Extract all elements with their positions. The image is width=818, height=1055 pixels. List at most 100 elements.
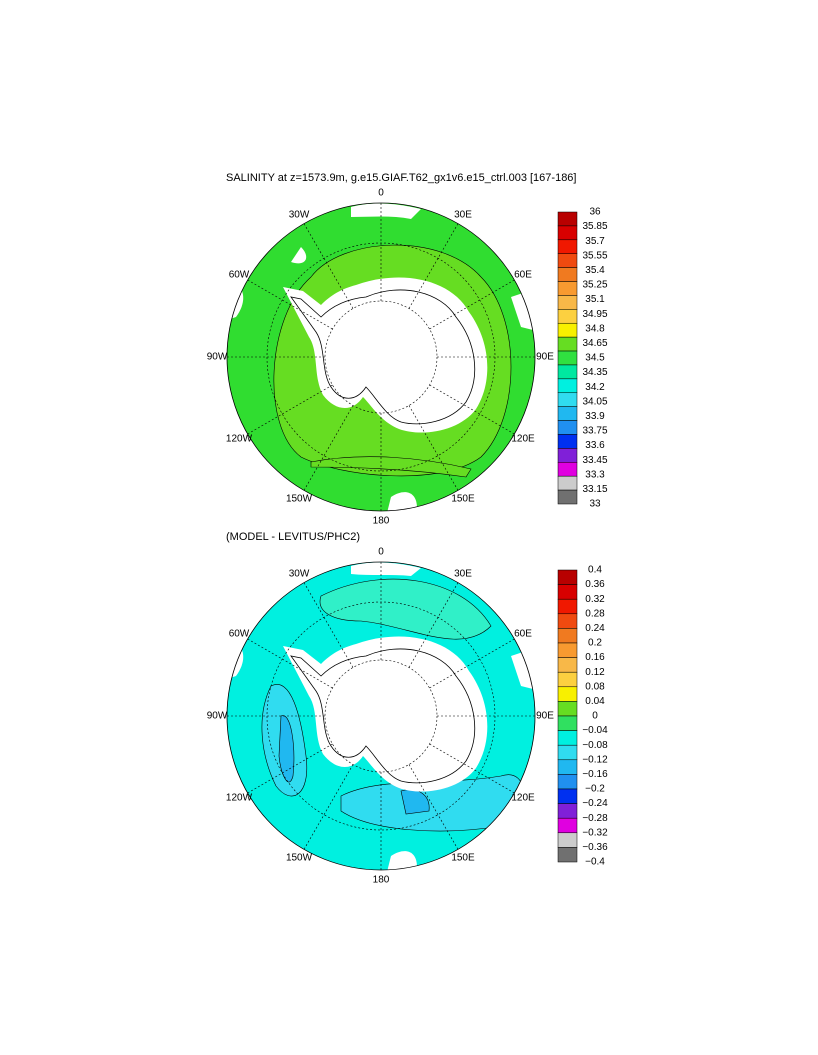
- colorbar-box: [557, 211, 578, 227]
- colorbar-label: 33: [589, 499, 601, 510]
- colorbar-box: [557, 847, 578, 863]
- colorbar-label: −0.08: [582, 740, 608, 751]
- longitude-label: 90E: [536, 711, 554, 722]
- colorbar-label: 0.4: [588, 565, 602, 576]
- longitude-label: 120E: [511, 793, 535, 804]
- colorbar-box: [557, 759, 578, 775]
- colorbar-label: 0.36: [585, 579, 605, 590]
- colorbar-label: −0.36: [582, 842, 608, 853]
- longitude-label: 150E: [451, 494, 475, 505]
- longitude-label: 120W: [226, 793, 253, 804]
- longitude-label: 180: [373, 875, 390, 886]
- colorbar-label: 0.08: [585, 681, 605, 692]
- longitude-label: 90E: [536, 352, 554, 363]
- colorbar-box: [557, 832, 578, 848]
- longitude-label: 60E: [514, 270, 532, 281]
- colorbar-box: [557, 671, 578, 688]
- colorbar-box: [557, 730, 578, 746]
- colorbar-label: −0.16: [582, 769, 608, 780]
- colorbar-box: [557, 364, 578, 380]
- colorbar-box: [557, 420, 578, 435]
- colorbar-label: 33.9: [585, 411, 605, 422]
- colorbar-box: [557, 642, 578, 658]
- colorbar-label: −0.2: [585, 784, 605, 795]
- longitude-label: 30W: [289, 210, 310, 221]
- longitude-label: 0: [378, 547, 384, 558]
- colorbar-box: [557, 584, 578, 600]
- colorbar-label: 33.75: [582, 426, 607, 437]
- colorbar-label: 0.32: [585, 594, 605, 605]
- longitude-label: 90W: [207, 352, 228, 363]
- colorbar-label: 34.05: [582, 396, 607, 407]
- colorbar-box: [557, 309, 578, 324]
- colorbar-label: 34.8: [585, 323, 605, 334]
- colorbar-label: 33.15: [582, 484, 607, 495]
- colorbar-box: [557, 239, 578, 254]
- colorbar-label: −0.28: [582, 813, 608, 824]
- colorbar-label: 35.85: [582, 221, 607, 232]
- longitude-label: 60W: [229, 629, 250, 640]
- colorbar-label: −0.4: [585, 857, 605, 868]
- colorbar-box: [557, 322, 578, 338]
- map-panel: [226, 561, 536, 871]
- longitude-label: 120W: [226, 434, 253, 445]
- longitude-label: 180: [373, 516, 390, 527]
- colorbar-label: 33.3: [585, 469, 605, 480]
- colorbar-label: 35.4: [585, 265, 605, 276]
- colorbar-box: [557, 774, 578, 790]
- colorbar-box: [557, 701, 578, 717]
- colorbar-label: 35.1: [585, 294, 605, 305]
- colorbar-label: −0.04: [582, 725, 608, 736]
- colorbar-label: 34.5: [585, 353, 605, 364]
- colorbar-label: 0.28: [585, 608, 605, 619]
- colorbar-box: [557, 448, 578, 463]
- colorbar-label: 0.04: [585, 696, 605, 707]
- colorbar-box: [557, 613, 578, 629]
- colorbar-label: 36: [589, 207, 601, 218]
- panel-title: (MODEL - LEVITUS/PHC2): [226, 531, 360, 543]
- colorbar-box: [557, 295, 578, 310]
- longitude-label: 30E: [454, 210, 472, 221]
- map-panel: [226, 202, 536, 512]
- colorbar-box: [557, 803, 578, 819]
- colorbar-label: 34.35: [582, 367, 607, 378]
- colorbar-label: −0.12: [582, 754, 608, 765]
- longitude-label: 150W: [286, 494, 313, 505]
- colorbar-label: 0.24: [585, 623, 605, 634]
- colorbar-label: 33.45: [582, 455, 607, 466]
- colorbar-label: 34.95: [582, 309, 607, 320]
- longitude-label: 60W: [229, 270, 250, 281]
- longitude-label: 150E: [451, 853, 475, 864]
- colorbar-box: [557, 336, 578, 352]
- colorbar-label: 35.55: [582, 250, 607, 261]
- colorbar-label: 0.12: [585, 667, 605, 678]
- colorbar-box: [557, 462, 578, 477]
- colorbar-label: 0: [592, 711, 598, 722]
- colorbar-box: [557, 598, 578, 615]
- panel-title: SALINITY at z=1573.9m, g.e15.GIAF.T62_gx…: [226, 172, 577, 184]
- colorbar-box: [557, 434, 578, 449]
- colorbar-label: 35.7: [585, 236, 605, 247]
- longitude-label: 0: [378, 188, 384, 199]
- longitude-label: 60E: [514, 629, 532, 640]
- colorbar-box: [557, 406, 578, 421]
- colorbar-box: [557, 788, 578, 804]
- colorbar-box: [557, 686, 578, 702]
- longitude-label: 30E: [454, 569, 472, 580]
- colorbar-box: [557, 569, 578, 585]
- colorbar-label: 34.65: [582, 338, 607, 349]
- colorbar-box: [557, 281, 578, 296]
- colorbar-label: 0.16: [585, 652, 605, 663]
- colorbar-label: −0.32: [582, 827, 608, 838]
- longitude-label: 150W: [286, 853, 313, 864]
- colorbar-box: [557, 350, 578, 366]
- colorbar-label: 34.2: [585, 382, 605, 393]
- longitude-label: 30W: [289, 569, 310, 580]
- colorbar-box: [557, 817, 578, 834]
- longitude-label: 120E: [511, 434, 535, 445]
- colorbar-box: [557, 253, 578, 268]
- colorbar-box: [557, 657, 578, 673]
- colorbar-box: [557, 392, 578, 407]
- colorbar-label: −0.24: [582, 798, 608, 809]
